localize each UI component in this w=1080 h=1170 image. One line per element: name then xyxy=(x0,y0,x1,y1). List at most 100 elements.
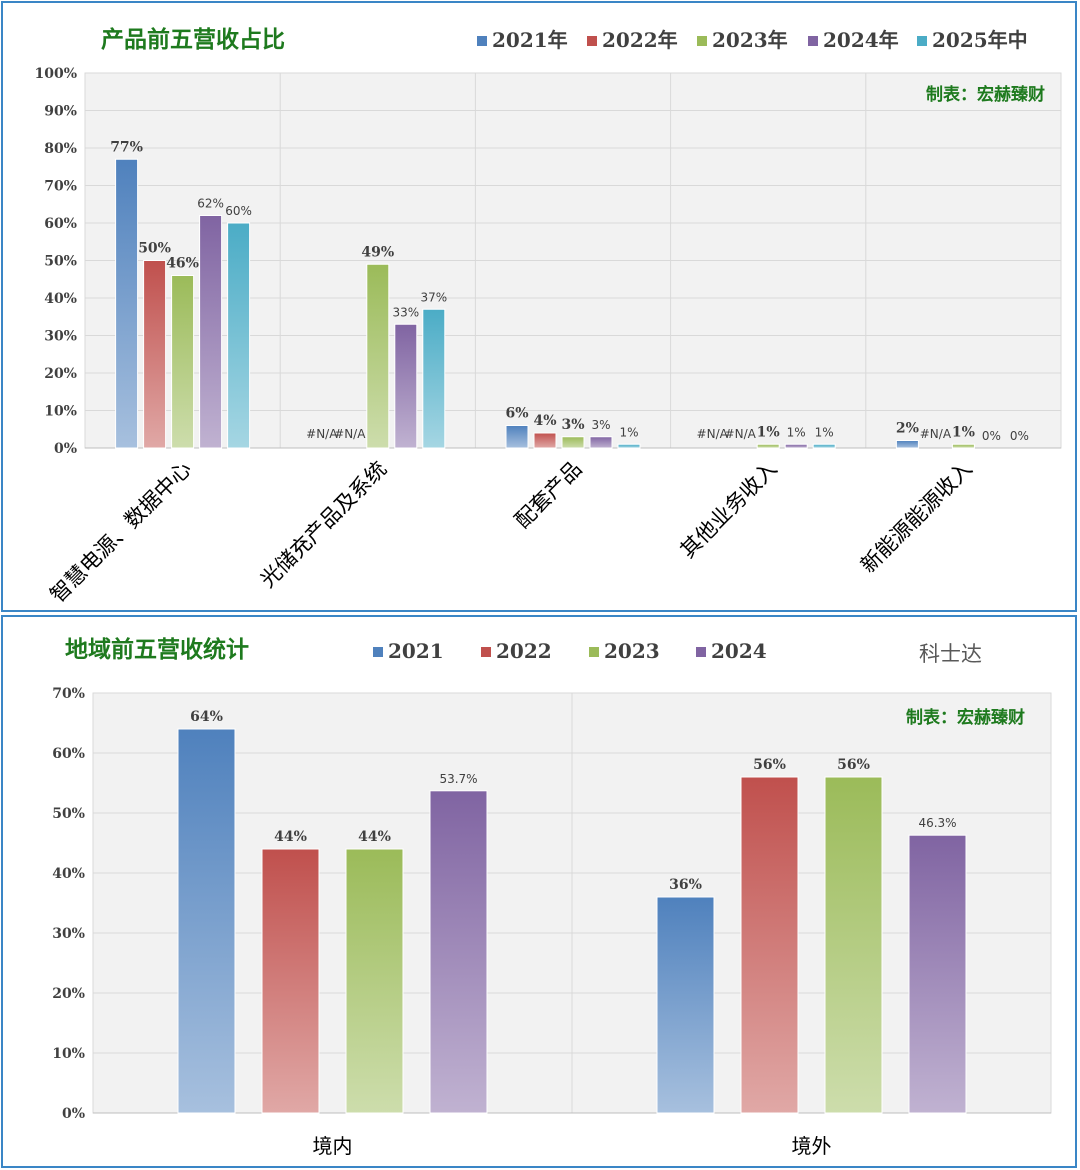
data-label: 1% xyxy=(619,425,638,439)
bar-g1-c0-s1 xyxy=(143,260,167,449)
bar-g1-c2-s0 xyxy=(505,425,529,449)
data-label: 0% xyxy=(982,429,1001,443)
data-label: 44% xyxy=(274,829,307,845)
legend-swatch xyxy=(477,36,487,46)
data-label: 46.3% xyxy=(918,816,956,830)
data-label: 3% xyxy=(591,418,610,432)
bar-g2-c0-s3 xyxy=(429,790,488,1114)
data-label: #N/A xyxy=(306,427,338,441)
legend-entry: 2021年 xyxy=(492,28,568,52)
y-tick-label: 20% xyxy=(52,986,85,1002)
legend-entry: 2021 xyxy=(388,639,444,663)
data-label: 36% xyxy=(669,877,702,893)
y-tick-label: 30% xyxy=(52,926,85,942)
x-tick-label: 境外 xyxy=(792,1134,832,1158)
data-label: 46% xyxy=(166,256,199,272)
legend-entry: 2024年 xyxy=(823,28,899,52)
data-label: 1% xyxy=(952,424,975,440)
data-label: #N/A xyxy=(334,427,366,441)
y-tick-label: 40% xyxy=(52,866,85,882)
bar-g1-c2-s3 xyxy=(589,436,613,449)
y-tick-label: 80% xyxy=(44,141,77,157)
data-label: #N/A xyxy=(725,427,757,441)
company-label: 科士达 xyxy=(919,642,982,666)
legend-swatch xyxy=(587,36,597,46)
y-tick-label: 20% xyxy=(44,366,77,382)
bar-g1-c3-s4 xyxy=(812,443,836,449)
y-tick-label: 30% xyxy=(44,329,77,345)
bar-g2-c0-s2 xyxy=(345,848,404,1114)
bar-g1-c2-s1 xyxy=(533,432,557,449)
bar-g1-c3-s2 xyxy=(756,443,780,449)
data-label: 50% xyxy=(138,241,171,257)
data-label: 62% xyxy=(197,197,224,211)
bar-g2-c0-s1 xyxy=(261,848,320,1114)
data-label: 3% xyxy=(561,417,584,433)
y-tick-label: 100% xyxy=(34,66,77,82)
x-tick-label: 光储充产品及系统 xyxy=(256,457,392,593)
credit-label: 制表：宏赫臻财 xyxy=(926,84,1045,105)
legend-entry: 2022 xyxy=(496,639,552,663)
product-revenue-chart: 0%10%20%30%40%50%60%70%80%90%100%77%50%4… xyxy=(34,26,1062,608)
y-tick-label: 10% xyxy=(44,404,77,420)
bar-g1-c1-s4 xyxy=(422,308,446,449)
bar-g1-c0-s3 xyxy=(199,215,223,449)
data-label: 56% xyxy=(837,757,870,773)
x-tick-label: 境内 xyxy=(313,1134,353,1158)
data-label: 53.7% xyxy=(439,772,477,786)
legend-swatch xyxy=(697,36,707,46)
legend-swatch xyxy=(481,647,491,657)
bar-g1-c0-s4 xyxy=(227,222,251,449)
data-label: 37% xyxy=(420,290,447,304)
bar-g1-c2-s4 xyxy=(617,443,641,449)
y-tick-label: 70% xyxy=(44,179,77,195)
credit-label: 制表：宏赫臻财 xyxy=(906,707,1025,728)
region-revenue-chart: 0% 10% 20% 30% 40% 50% 60% 70% 64% 44% 44% 53.7% 境内 3… xyxy=(52,636,1052,1158)
data-label: #N/A xyxy=(920,427,952,441)
y-tick-label: 10% xyxy=(52,1046,85,1062)
bar-g1-c3-s3 xyxy=(784,443,808,449)
bar-g1-c1-s3 xyxy=(394,323,418,449)
data-label: 49% xyxy=(361,244,394,260)
y-tick-label: 60% xyxy=(44,216,77,232)
data-label: 4% xyxy=(533,413,556,429)
data-label: 6% xyxy=(505,406,528,422)
bar-g2-c0-s0 xyxy=(177,728,236,1114)
legend-entry: 2023 xyxy=(604,639,660,663)
data-label: 64% xyxy=(190,709,223,725)
x-tick-label: 其他业务收入 xyxy=(676,457,782,563)
data-label: #N/A xyxy=(697,427,729,441)
chart-title: 产品前五营收占比 xyxy=(101,26,285,53)
bar-g1-c4-s0 xyxy=(895,440,919,449)
y-tick-label: 70% xyxy=(52,686,85,702)
data-label: 2% xyxy=(896,421,919,437)
data-label: 1% xyxy=(815,425,834,439)
legend-entry: 2023年 xyxy=(712,28,788,52)
y-tick-label: 50% xyxy=(44,254,77,270)
x-tick-label: 新能源能源收入 xyxy=(856,457,977,578)
bar-g2-c1-s2 xyxy=(824,776,883,1114)
data-label: 33% xyxy=(392,305,419,319)
data-label: 77% xyxy=(110,139,143,155)
bar-g1-c2-s2 xyxy=(561,436,585,449)
bar-g1-c0-s2 xyxy=(171,275,195,449)
legend-entry: 2025年中 xyxy=(932,28,1028,52)
region-revenue-chart-panel: 0% 10% 20% 30% 40% 50% 60% 70% 64% 44% 44% 53.7% 境内 3… xyxy=(1,615,1077,1168)
y-tick-label: 0% xyxy=(54,441,77,457)
legend-swatch xyxy=(589,647,599,657)
y-tick-label: 40% xyxy=(44,291,77,307)
legend-swatch xyxy=(808,36,818,46)
y-tick-label: 90% xyxy=(44,104,77,120)
x-tick-label: 智慧电源、数据中心 xyxy=(46,457,197,608)
data-label: 1% xyxy=(757,424,780,440)
legend-entry: 2022年 xyxy=(602,28,678,52)
legend-swatch xyxy=(696,647,706,657)
data-label: 0% xyxy=(1010,429,1029,443)
data-label: 60% xyxy=(225,204,252,218)
bar-g1-c4-s2 xyxy=(951,443,975,449)
bar-g2-c1-s0 xyxy=(656,896,715,1114)
legend-swatch xyxy=(373,647,383,657)
legend-swatch xyxy=(917,36,927,46)
x-tick-label: 配套产品 xyxy=(510,457,586,533)
y-tick-label: 60% xyxy=(52,746,85,762)
